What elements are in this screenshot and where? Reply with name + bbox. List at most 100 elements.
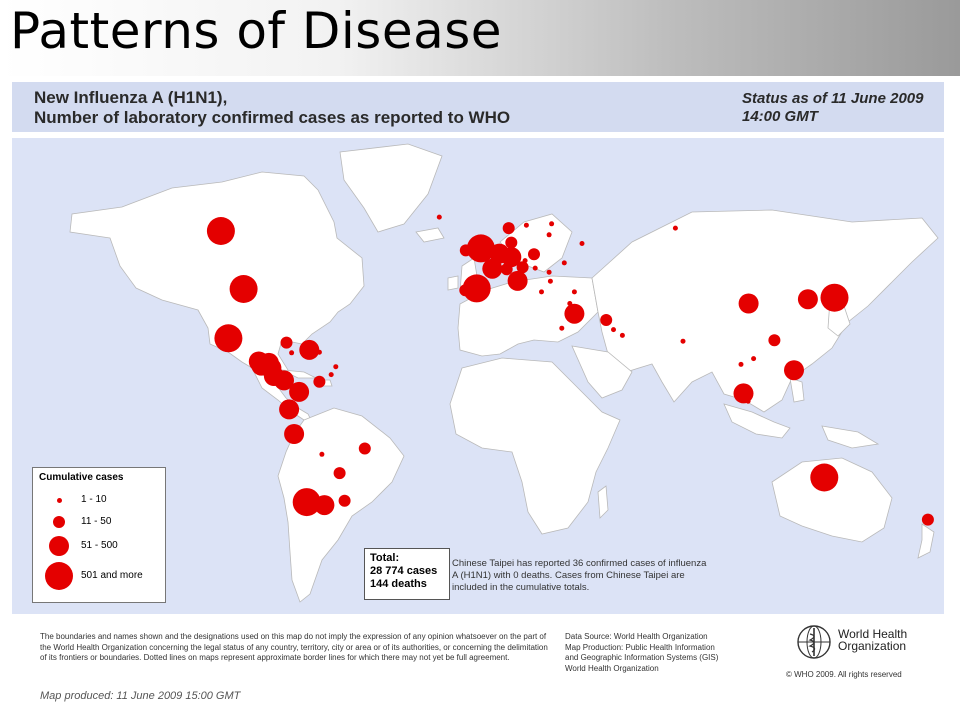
- case-marker-barbados: [333, 364, 339, 370]
- status-date: Status as of 11 June 2009: [742, 90, 924, 107]
- case-marker-philippines: [784, 360, 804, 381]
- legend-title: Cumulative cases: [39, 472, 124, 483]
- legend: Cumulative cases 1 - 10 11 - 50 51 - 500 50…: [32, 467, 166, 603]
- chinese-taipei-note: Chinese Taipei has reported 36 confirmed…: [452, 558, 707, 593]
- land-sumatra-borneo: [723, 403, 791, 439]
- case-marker-czech-republic: [522, 258, 528, 264]
- case-marker-turkey: [571, 289, 577, 295]
- source-line-3: and Geographic Information Systems (GIS): [565, 653, 719, 662]
- map-title-line-2: Number of laboratory confirmed cases as …: [34, 108, 511, 127]
- case-marker-germany: [501, 247, 522, 268]
- case-marker-ukraine: [561, 260, 567, 266]
- disclaimer-text: The boundaries and names shown and the d…: [40, 632, 548, 662]
- case-marker-thailand: [738, 361, 744, 367]
- case-marker-ecuador: [279, 399, 300, 420]
- case-marker-denmark: [505, 236, 518, 249]
- case-marker-cuba: [280, 336, 293, 349]
- org-name-line-2: Organization: [838, 639, 907, 653]
- case-marker-peru: [284, 424, 305, 444]
- land-new-zealand: [917, 523, 935, 559]
- case-marker-argentina: [314, 495, 335, 516]
- case-marker-united-arab-emirates: [619, 332, 625, 338]
- source-line-4: World Health Organization: [565, 663, 659, 673]
- case-marker-iceland: [436, 214, 442, 220]
- case-marker-russia-siberia-: [672, 225, 678, 231]
- case-marker-bulgaria: [547, 278, 553, 284]
- case-marker-japan: [820, 283, 849, 312]
- land-new-guinea: [821, 425, 880, 449]
- case-marker-bahrain: [611, 327, 616, 333]
- land-masses: [69, 143, 939, 603]
- land-arabia: [571, 345, 633, 399]
- slide-header: Patterns of Disease: [0, 0, 960, 76]
- legend-item: 11 - 50: [33, 512, 165, 532]
- case-marker-finland: [549, 221, 555, 227]
- case-marker-venezuela: [313, 375, 326, 388]
- case-marker-paraguay: [333, 467, 346, 480]
- who-org-name: World Health Organization: [838, 628, 907, 652]
- case-marker-france: [482, 258, 503, 279]
- case-marker-viet-nam: [751, 356, 757, 362]
- legend-label: 11 - 50: [81, 516, 112, 527]
- source-line-2: Map Production: Public Health Informatio…: [565, 642, 715, 652]
- land-ireland: [447, 275, 459, 291]
- case-marker-austria: [516, 261, 529, 274]
- case-marker-colombia: [289, 381, 310, 402]
- case-marker-egypt: [559, 325, 565, 331]
- case-marker-greece: [539, 289, 544, 295]
- org-name-line-1: World Health: [838, 627, 908, 641]
- land-australia: [771, 457, 893, 543]
- case-marker-portugal: [459, 284, 472, 297]
- case-marker-united-kingdom: [466, 234, 495, 263]
- case-marker-italy: [507, 270, 528, 291]
- copyright: © WHO 2009. All rights reserved: [786, 670, 902, 679]
- legend-label: 501 and more: [81, 570, 143, 581]
- case-marker-bolivia: [319, 451, 325, 457]
- legend-label: 1 - 10: [81, 494, 107, 505]
- land-asia: [591, 209, 939, 413]
- footer: The boundaries and names shown and the d…: [0, 618, 960, 720]
- case-marker-australia: [810, 463, 839, 492]
- case-marker-switzerland: [500, 263, 513, 276]
- case-marker-korea: [797, 289, 818, 310]
- legend-item: 1 - 10: [33, 490, 165, 510]
- who-emblem-icon: [797, 625, 831, 659]
- land-philippines: [789, 377, 805, 403]
- case-marker-ireland: [459, 244, 472, 257]
- slide-title: Patterns of Disease: [10, 2, 503, 60]
- case-marker-russian-federation: [579, 241, 585, 246]
- land-africa: [449, 357, 621, 535]
- legend-dot: [56, 497, 62, 503]
- case-marker-spain: [462, 274, 491, 303]
- case-marker-singapore: [745, 398, 751, 404]
- totals-cases: 28 774 cases: [370, 565, 438, 577]
- case-marker-norway: [502, 222, 515, 235]
- totals-label: Total:: [370, 552, 400, 564]
- totals-deaths: 144 deaths: [370, 578, 427, 590]
- legend-dot: [53, 516, 65, 528]
- case-marker-trinidad-and-tobago: [328, 372, 334, 378]
- land-iceland: [415, 227, 445, 243]
- case-marker-malaysia: [733, 383, 754, 404]
- case-markers: [206, 214, 934, 526]
- map-header: New Influenza A (H1N1), Number of labora…: [12, 82, 944, 138]
- legend-label: 51 - 500: [81, 540, 118, 551]
- case-marker-uruguay: [338, 494, 351, 507]
- land-greenland: [339, 143, 443, 233]
- world-map: [69, 143, 939, 603]
- case-marker-romania: [546, 269, 552, 275]
- case-marker-kuwait: [600, 314, 613, 326]
- case-marker-israel: [564, 303, 585, 324]
- map-frame: New Influenza A (H1N1), Number of labora…: [12, 82, 944, 614]
- case-marker-chile: [292, 488, 321, 517]
- case-marker-sweden: [523, 222, 529, 228]
- map-produced-date: Map produced: 11 June 2009 15:00 GMT: [40, 690, 241, 702]
- map-title-line-1: New Influenza A (H1N1),: [34, 88, 228, 107]
- case-marker-puerto-rico: [316, 349, 322, 355]
- case-marker-india: [680, 338, 686, 344]
- case-marker-jamaica: [289, 350, 295, 356]
- land-madagascar: [597, 485, 609, 519]
- case-marker-canada: [206, 217, 235, 245]
- case-marker-hungary: [532, 265, 538, 271]
- status-time: 14:00 GMT: [742, 108, 818, 125]
